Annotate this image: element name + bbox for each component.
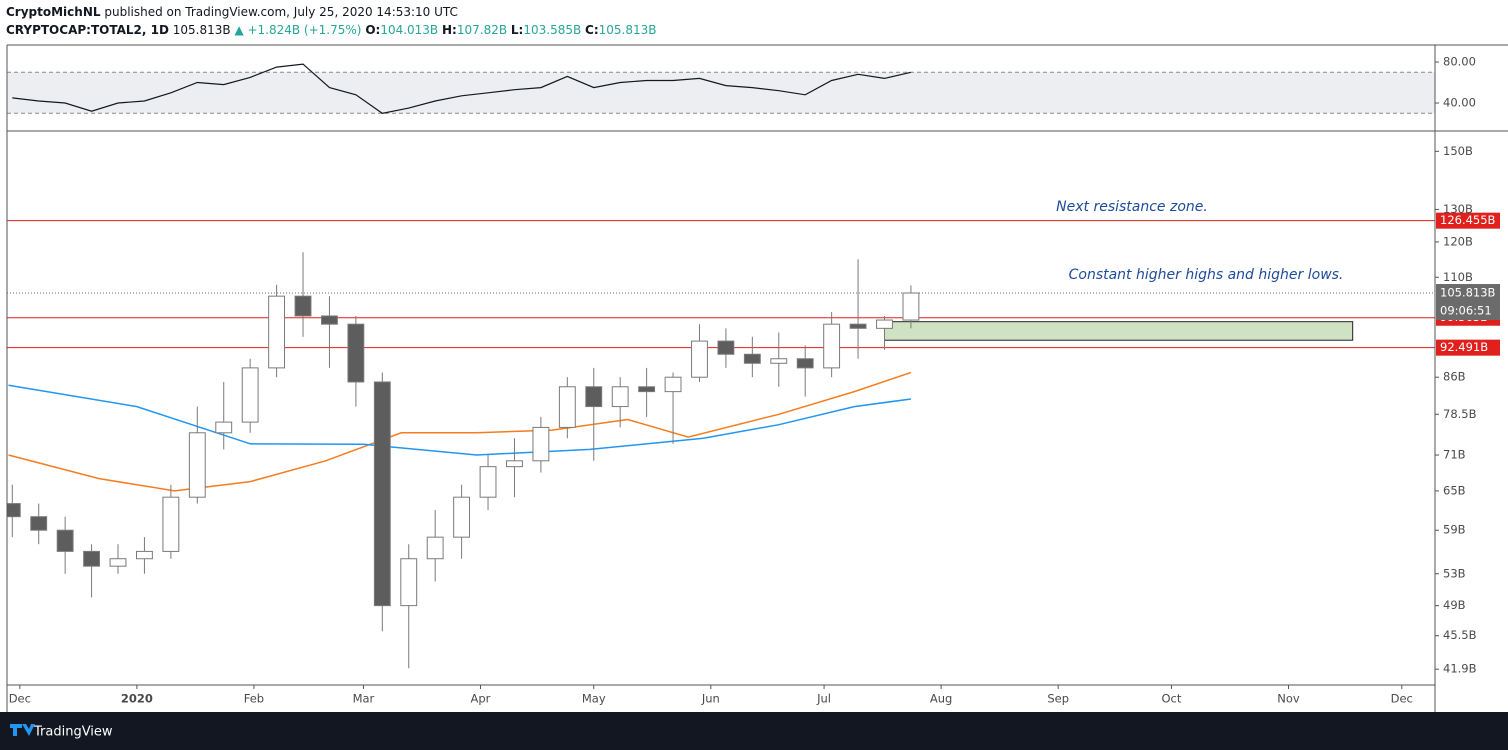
candle-body xyxy=(585,386,603,408)
brand: TradingView xyxy=(33,725,113,740)
x-tick-label: 2020 xyxy=(121,692,153,706)
y-tick-label: 65B xyxy=(1443,483,1466,497)
candle-body xyxy=(770,358,788,364)
candle-body xyxy=(321,315,338,325)
x-tick-label: Mar xyxy=(353,692,375,706)
close-label: C: xyxy=(585,23,599,37)
y-tick-label: 41.9B xyxy=(1443,662,1477,676)
y-tick-label: 80.00 xyxy=(1443,55,1476,69)
low-label: L: xyxy=(511,23,523,37)
symbol: CRYPTOCAP:TOTAL2, 1D xyxy=(6,23,169,37)
x-tick-label: May xyxy=(582,692,606,706)
candle-body xyxy=(426,536,444,560)
candle-body xyxy=(347,323,365,383)
candle-body xyxy=(373,381,391,607)
candle-body xyxy=(268,295,286,369)
y-tick-label: 49B xyxy=(1443,598,1466,612)
candle-body xyxy=(83,550,101,567)
candle-body xyxy=(136,550,153,560)
current-price-bg xyxy=(1436,284,1500,321)
y-tick-label: 86B xyxy=(1443,370,1466,384)
y-tick-label: 45.5B xyxy=(1443,628,1477,642)
level-label: 126.455B xyxy=(1440,213,1496,227)
x-tick-label: Apr xyxy=(471,692,491,706)
candle-body xyxy=(506,460,523,468)
x-tick-label: Jul xyxy=(816,692,831,706)
y-tick-label: 130B xyxy=(1443,202,1473,216)
x-tick-label: Feb xyxy=(244,692,264,706)
candle-body xyxy=(162,496,180,552)
rsi-pane xyxy=(7,63,1435,114)
candle-body xyxy=(30,516,48,531)
logo xyxy=(10,724,35,736)
close: 105.813B xyxy=(599,23,657,37)
candle-body xyxy=(215,421,233,434)
candle-body xyxy=(532,426,550,462)
level-label-bg xyxy=(1436,339,1500,356)
rsi-line xyxy=(12,63,912,114)
y-tick-label: 71B xyxy=(1443,448,1466,462)
author: CryptoMichNL xyxy=(6,5,101,19)
header-line-1: CryptoMichNL published on TradingView.co… xyxy=(6,5,458,19)
x-tick-label: Oct xyxy=(1162,692,1182,706)
candle-body xyxy=(664,376,682,393)
price-pane: Next resistance zone. Constant higher hig… xyxy=(7,199,1435,669)
candle-body xyxy=(7,503,21,518)
y-tick-label: 59B xyxy=(1443,523,1466,537)
candle-body xyxy=(902,292,920,321)
x-tick-label: Aug xyxy=(930,692,952,706)
candle-body xyxy=(611,386,629,408)
annotation: Next resistance zone. xyxy=(1056,199,1208,215)
candle-body xyxy=(453,496,471,538)
x-tick-label: Dec xyxy=(9,692,31,706)
candle-body xyxy=(691,340,708,378)
candle-body xyxy=(294,295,312,317)
y-tick-label: 53B xyxy=(1443,566,1466,580)
open: 104.013B xyxy=(380,23,438,37)
x-tick-label: Nov xyxy=(1277,692,1300,706)
change: ▲ +1.824B (+1.75%) xyxy=(234,23,361,37)
candle-body xyxy=(188,432,206,498)
y-tick-label: 40.00 xyxy=(1443,96,1476,110)
candle-body xyxy=(558,386,576,428)
x-tick-label: Sep xyxy=(1047,692,1069,706)
current-price-label: 105.813B xyxy=(1440,286,1496,300)
annotation: Constant higher highs and higher lows. xyxy=(1069,267,1344,283)
published: published on TradingView.com, July 25, 2… xyxy=(104,5,458,19)
level-label: 92.491B xyxy=(1440,340,1488,354)
axes: 126.455B99.563B92.491B105.813B09:06:5141… xyxy=(9,55,1500,706)
x-tick-label: Dec xyxy=(1391,692,1413,706)
footer xyxy=(0,712,1508,750)
high-label: H: xyxy=(442,23,457,37)
y-tick-label: 110B xyxy=(1443,270,1473,284)
header-line-2: CRYPTOCAP:TOTAL2, 1D 105.813B ▲ +1.824B … xyxy=(6,23,657,37)
y-tick-label: 78.5B xyxy=(1443,407,1477,421)
candle-body xyxy=(56,529,74,552)
support-zone xyxy=(883,321,1354,341)
candle-body xyxy=(638,386,656,393)
candle-body xyxy=(241,367,259,423)
candle-body xyxy=(743,353,761,364)
high: 107.82B xyxy=(457,23,507,37)
y-tick-label: 120B xyxy=(1443,234,1473,248)
rsi-band xyxy=(7,72,1435,114)
open-label: O: xyxy=(365,23,380,37)
moving-average xyxy=(8,371,912,492)
countdown: 09:06:51 xyxy=(1440,304,1492,318)
candle-body xyxy=(400,558,418,607)
candle-body xyxy=(823,323,841,369)
candle-body xyxy=(849,323,867,329)
candle-body xyxy=(109,558,127,567)
last-price: 105.813B xyxy=(173,23,231,37)
low: 103.585B xyxy=(523,23,581,37)
x-tick-label: Jun xyxy=(701,692,720,706)
candle-body xyxy=(796,358,814,369)
y-tick-label: 150B xyxy=(1443,144,1473,158)
level-label-bg xyxy=(1436,212,1500,229)
candle-body xyxy=(876,319,893,329)
candle-body xyxy=(479,466,497,498)
candle-body xyxy=(717,340,735,355)
